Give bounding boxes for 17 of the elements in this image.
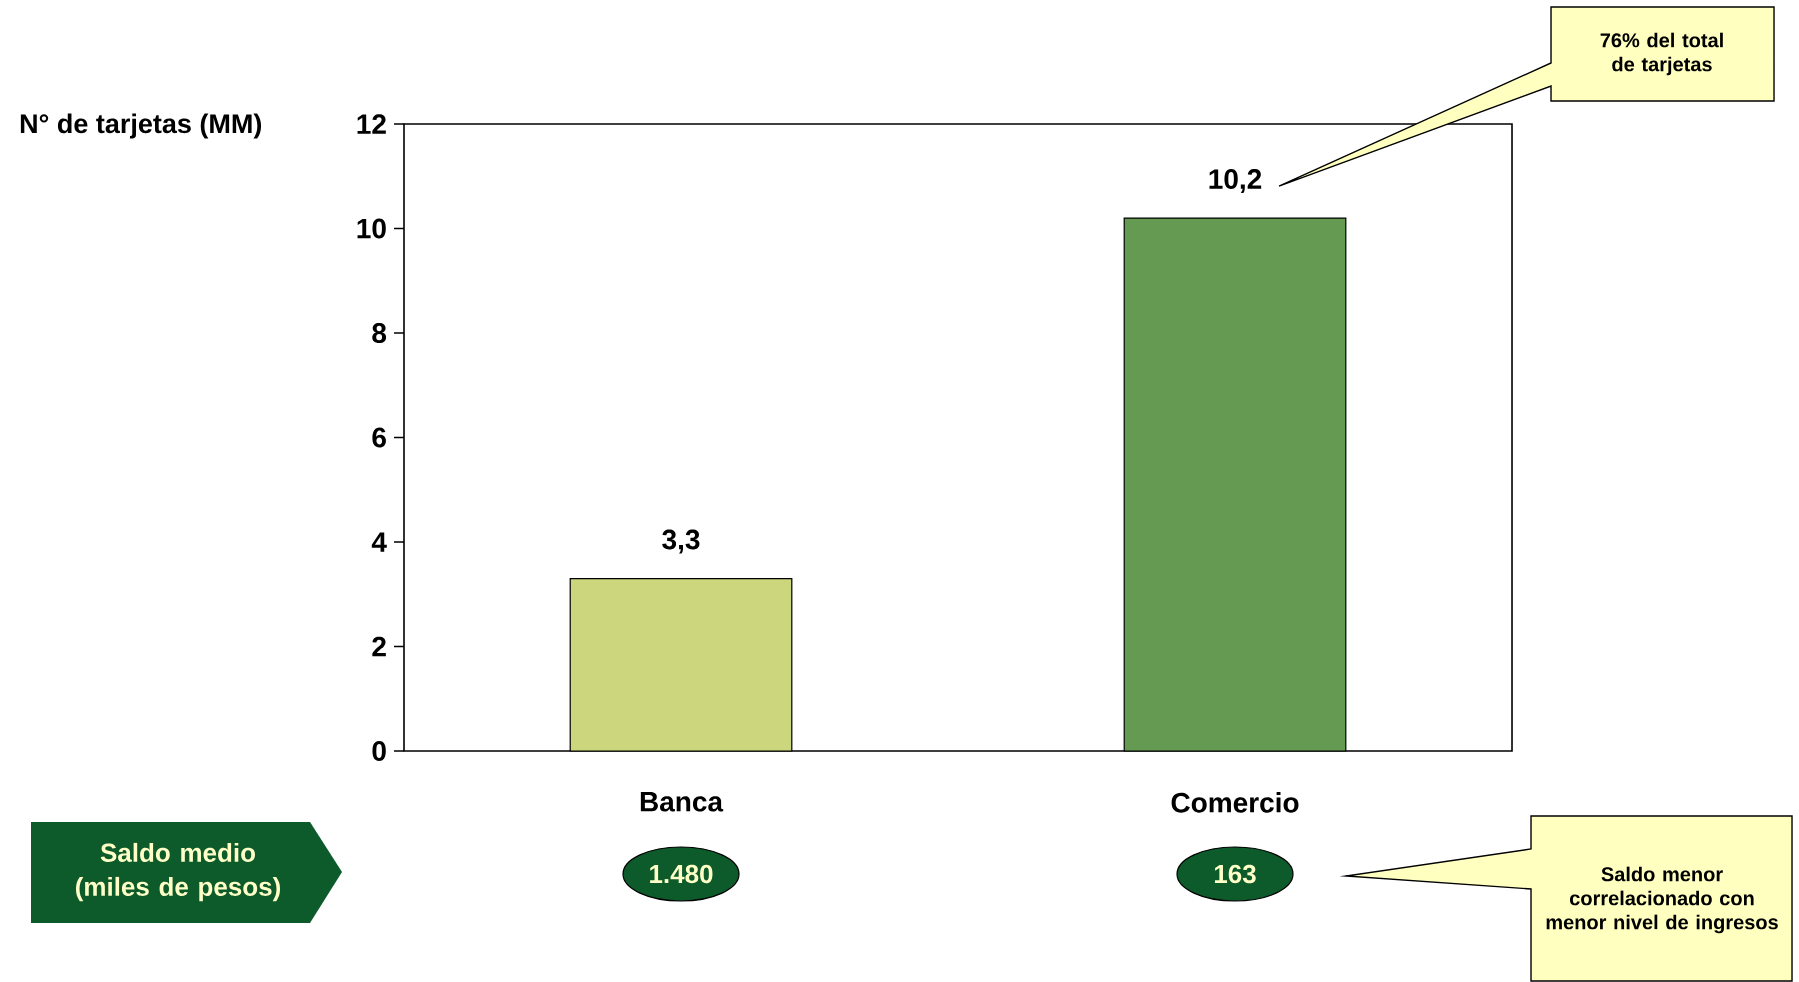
y-tick-label: 8 [372, 323, 387, 343]
y-tick-label: 6 [372, 427, 386, 448]
text: 1.480 [650, 864, 713, 884]
text: Saldo medio (miles de pesos) [75, 842, 280, 902]
y-axis-title: N° de tarjetas (MM) [20, 113, 262, 139]
data-label: 10,2 [1209, 169, 1262, 193]
y-tick-label: 4 [371, 532, 387, 552]
text: Saldo menor correlacionado con menor nivel de ingresos [1546, 866, 1778, 934]
y-tick-label: 12 [357, 114, 386, 134]
x-tick-label: Banca [640, 792, 724, 812]
text: 76% del total de tarjetas [1600, 32, 1723, 76]
y-tick-label: 2 [372, 636, 386, 657]
x-tick-label: Comercio [1171, 792, 1299, 813]
y-tick-label: 0 [372, 741, 386, 761]
y-tick-label: 10 [357, 218, 386, 239]
data-label: 3,3 [662, 529, 700, 554]
text: 163 [1214, 864, 1256, 884]
